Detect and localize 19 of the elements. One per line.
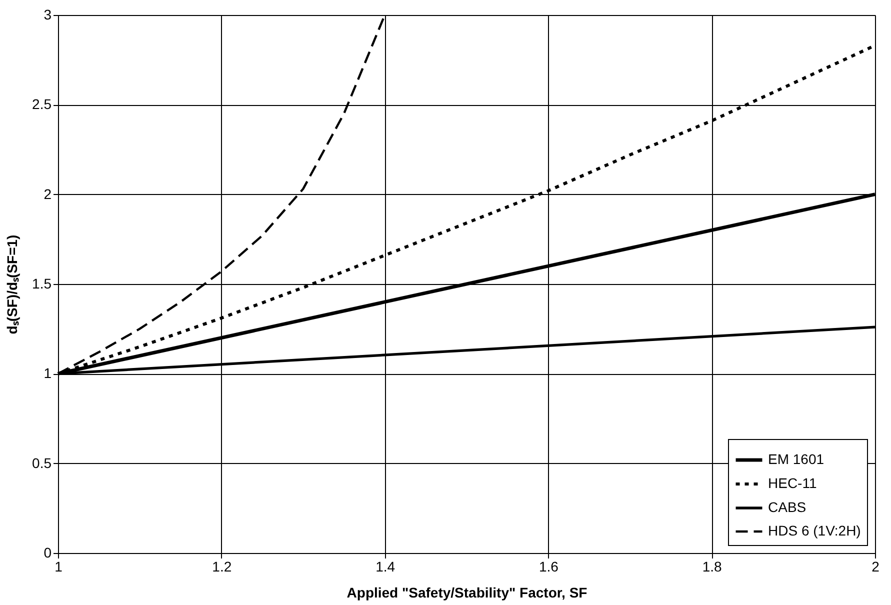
legend-label: HDS 6 (1V:2H) — [768, 522, 861, 538]
x-tick-label: 1.4 — [376, 558, 396, 574]
x-tick-label: 1 — [54, 558, 63, 574]
y-tick-label: 1 — [44, 365, 52, 382]
x-tick-label: 2 — [872, 558, 880, 574]
x-tick-label: 1.8 — [702, 558, 722, 574]
legend-label: EM 1601 — [768, 451, 824, 467]
y-tick-label: 1.5 — [32, 276, 52, 292]
y-tick-label: 2.5 — [32, 96, 52, 112]
y-tick-label: 3 — [44, 6, 52, 22]
y-tick-label: 0.5 — [32, 454, 52, 471]
y-tick-label: 2 — [44, 186, 52, 202]
legend-label: CABS — [768, 499, 806, 515]
x-tick-label: 1.2 — [212, 558, 232, 574]
y-tick-label: 0 — [44, 544, 52, 560]
legend-label: HEC-11 — [768, 475, 817, 491]
x-tick-label: 1.6 — [538, 558, 559, 574]
x-axis-title: Applied "Safety/Stability" Factor, SF — [346, 584, 588, 600]
y-axis-title: dₛ(SF)/dₛ(SF=1) — [4, 234, 20, 334]
